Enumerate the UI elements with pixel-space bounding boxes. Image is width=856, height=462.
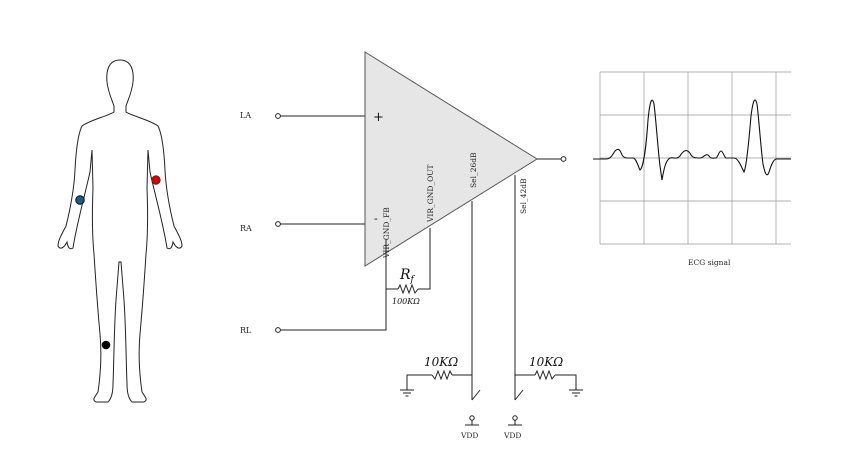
switch-sel26 — [465, 389, 481, 426]
rl-label: RL — [240, 326, 252, 335]
output-terminal — [560, 156, 567, 162]
ecg-caption: ECG signal — [688, 258, 731, 267]
ground-symbol-left — [400, 389, 414, 397]
pin-sel-42db: Sel_42dB — [519, 178, 528, 214]
ra-label: RA — [240, 224, 252, 233]
vdd-label-2: VDD — [503, 431, 521, 440]
pin-vir-gnd-fb: VIR_GND_FB — [382, 207, 391, 259]
leg-electrode — [101, 340, 111, 350]
vdd-label-1: VDD — [460, 431, 478, 440]
rf-value: 100KΩ — [392, 297, 420, 306]
switch-sel42 — [508, 389, 524, 426]
pin-vir-gnd-out: VIR_GND_OUT — [426, 164, 435, 223]
r1-value: 10KΩ — [424, 355, 458, 369]
amplifier-triangle — [364, 51, 538, 267]
la-terminal — [275, 113, 281, 119]
r2-resistor — [515, 369, 577, 390]
ground-symbol-right — [569, 389, 583, 397]
feedback-network — [385, 228, 431, 295]
pin-sel-26db: Sel_26dB — [469, 152, 478, 188]
ecg-waveform — [593, 99, 791, 181]
r1-resistor — [406, 369, 472, 390]
human-body-outline — [57, 59, 183, 403]
ra-terminal — [275, 221, 281, 227]
left-arm-electrode — [151, 175, 161, 185]
right-arm-electrode — [75, 195, 85, 205]
amp-plus-sign: + — [373, 110, 384, 125]
r2-value: 10KΩ — [529, 355, 563, 369]
rl-terminal — [275, 327, 281, 333]
rf-symbol: Rf — [399, 267, 416, 285]
la-label: LA — [240, 111, 251, 120]
amp-minus-sign: - — [374, 212, 378, 225]
